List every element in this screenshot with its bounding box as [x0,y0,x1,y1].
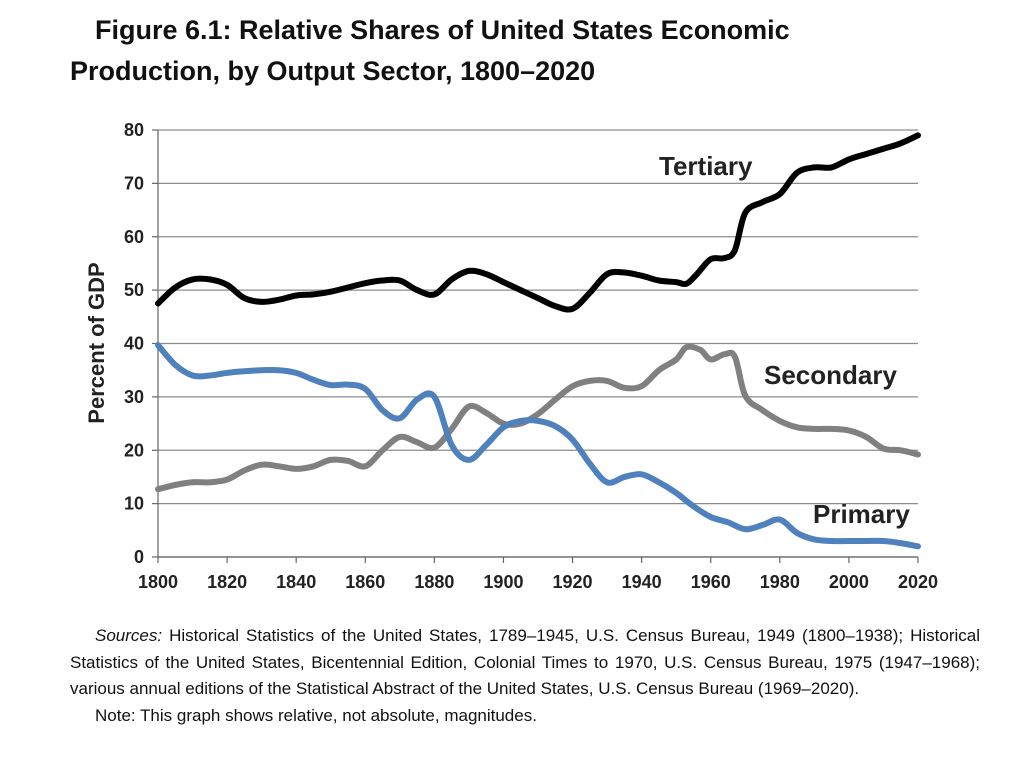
sources-block: Sources: Historical Statistics of the Un… [70,623,980,729]
grid-lines [158,129,918,558]
x-tick-label: 1840 [276,572,316,592]
y-tick-label: 10 [124,494,144,514]
x-tick-label: 1860 [345,572,385,592]
series-label-tertiary: Tertiary [659,151,753,181]
sources-text: Historical Statistics of the United Stat… [70,626,980,698]
note-paragraph: Note: This graph shows relative, not abs… [95,705,537,725]
x-tick-label: 1920 [553,572,593,592]
series-line-primary [155,342,921,550]
y-tick-label: 20 [124,440,144,460]
x-tick-label: 1960 [691,572,731,592]
x-tick-label: 2020 [898,572,938,592]
line-chart: 0 10 20 30 40 50 60 70 80 1800 1820 1840 1860 1880 190… [84,120,938,592]
x-tick-label: 1980 [760,572,800,592]
y-tick-label: 80 [124,120,144,140]
series-line-tertiary [155,132,921,313]
series-labels: Tertiary Secondary Primary [659,151,910,529]
sources-paragraph: Sources: Historical Statistics of the Un… [70,623,980,703]
series-label-secondary: Secondary [764,360,897,390]
y-axis-title: Percent of GDP [84,262,109,423]
y-tick-label: 40 [124,334,144,354]
x-tick-label: 1800 [138,572,178,592]
y-tick-label: 60 [124,227,144,247]
y-tick-label: 0 [134,547,144,567]
chart-axes: 0 10 20 30 40 50 60 70 80 1800 1820 1840 1860 1880 190… [124,120,938,592]
series-label-primary: Primary [813,499,910,529]
series-lines [155,132,921,550]
x-tick-label: 2000 [829,572,869,592]
y-tick-label: 70 [124,173,144,193]
figure-title: Figure 6.1: Relative Shares of United St… [70,15,790,86]
x-tick-label: 1880 [414,572,454,592]
x-tick-label: 1900 [483,572,523,592]
x-tick-label: 1820 [207,572,247,592]
y-tick-label: 30 [124,387,144,407]
sources-label: Sources: [95,626,163,645]
x-tick-label: 1940 [622,572,662,592]
series-line-secondary [155,343,921,493]
y-tick-label: 50 [124,280,144,300]
